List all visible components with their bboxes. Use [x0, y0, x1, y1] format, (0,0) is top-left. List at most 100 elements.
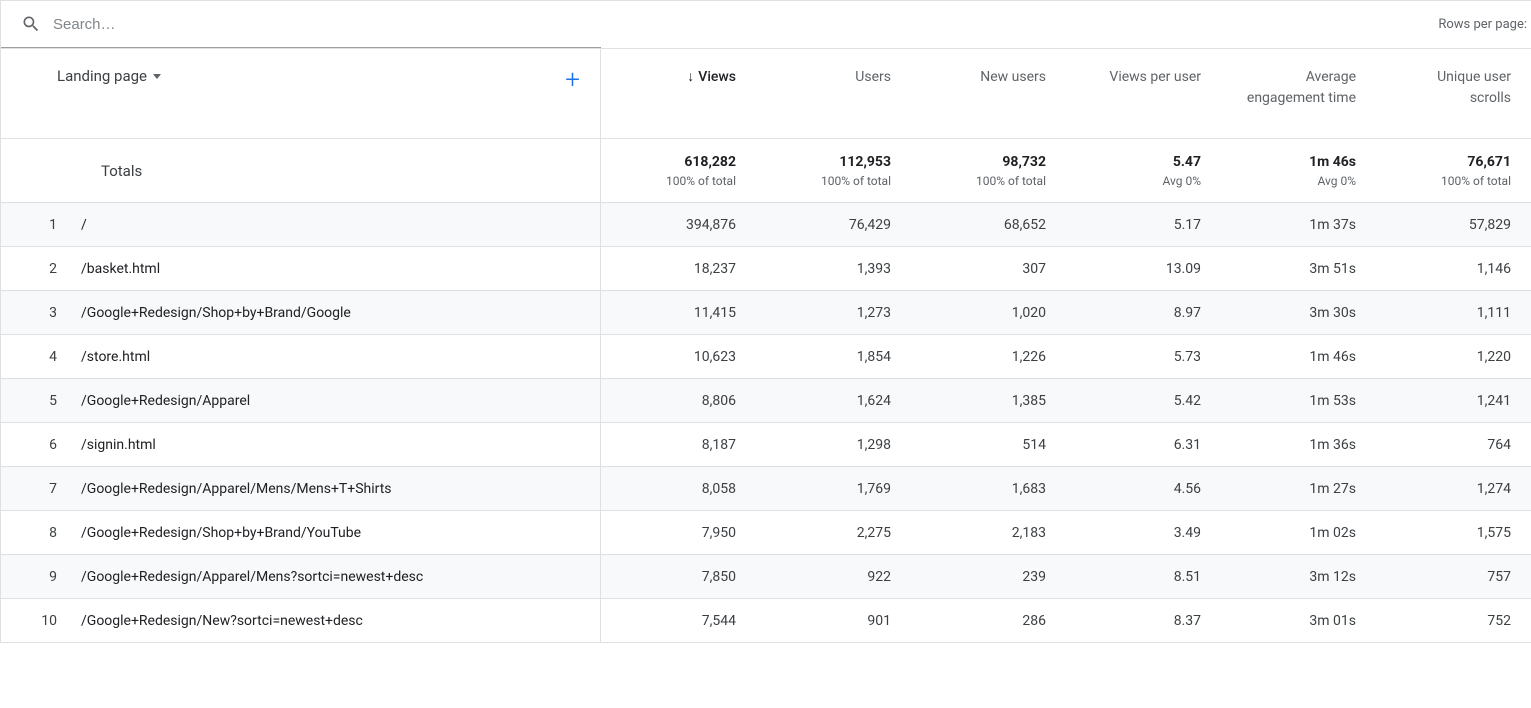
column-header[interactable]: Users [756, 49, 911, 138]
row-index: 3 [1, 305, 81, 321]
metric-cell: 1,273 [756, 291, 911, 334]
table-row[interactable]: 4/store.html10,6231,8541,2265.731m 46s1,… [1, 335, 1531, 379]
dimension-label: Landing page [57, 67, 147, 85]
metric-cell: 1m 53s [1221, 379, 1376, 422]
column-header[interactable]: ↓Views [601, 49, 756, 138]
metric-cell: 1,274 [1376, 467, 1531, 510]
search-field[interactable] [1, 1, 601, 48]
table-row[interactable]: 10/Google+Redesign/New?sortci=newest+des… [1, 599, 1531, 643]
metric-cell: 1,020 [911, 291, 1066, 334]
row-index: 10 [1, 613, 81, 629]
metric-cell: 1,241 [1376, 379, 1531, 422]
metric-cell: 1,298 [756, 423, 911, 466]
metric-cell: 239 [911, 555, 1066, 598]
metric-cell: 2,275 [756, 511, 911, 554]
table-row[interactable]: 6/signin.html8,1871,2985146.311m 36s764 [1, 423, 1531, 467]
metric-cell: 13.09 [1066, 247, 1221, 290]
metric-cell: 8.51 [1066, 555, 1221, 598]
totals-value: 76,671 [1376, 154, 1511, 170]
metric-cell: 3m 01s [1221, 599, 1376, 642]
landing-page-path: /signin.html [81, 437, 600, 453]
add-dimension-button[interactable]: + [565, 67, 580, 93]
landing-page-path: /Google+Redesign/Shop+by+Brand/YouTube [81, 525, 600, 541]
totals-cell: 76,671 100% of total [1376, 139, 1531, 202]
row-index: 8 [1, 525, 81, 541]
row-dimension: 2/basket.html [1, 247, 601, 290]
table-row[interactable]: 8/Google+Redesign/Shop+by+Brand/YouTube7… [1, 511, 1531, 555]
totals-cell: 618,282100% of total [601, 139, 756, 202]
column-label: Unique user scrolls [1401, 67, 1511, 109]
landing-page-path: /Google+Redesign/Apparel/Mens/Mens+T+Shi… [81, 481, 600, 497]
rows-per-page-label: Rows per page: [1438, 17, 1527, 32]
row-dimension: 1/ [1, 203, 601, 246]
metric-cell: 764 [1376, 423, 1531, 466]
row-index: 2 [1, 261, 81, 277]
row-metrics: 394,87676,42968,6525.171m 37s57,829 [601, 203, 1531, 246]
metric-cell: 8,187 [601, 423, 756, 466]
row-index: 7 [1, 481, 81, 497]
analytics-table: Rows per page: Landing page + ↓ViewsUser… [0, 0, 1531, 643]
metric-cell: 57,829 [1376, 203, 1531, 246]
totals-subtext: 100% of total [601, 174, 736, 188]
metric-cell: 3.49 [1066, 511, 1221, 554]
pager-area: Rows per page: [601, 1, 1531, 48]
metric-cell: 1m 02s [1221, 511, 1376, 554]
table-row[interactable]: 2/basket.html18,2371,39330713.093m 51s1,… [1, 247, 1531, 291]
metric-cell: 1,385 [911, 379, 1066, 422]
row-metrics: 8,0581,7691,6834.561m 27s1,274 [601, 467, 1531, 510]
metric-cell: 1m 37s [1221, 203, 1376, 246]
totals-subtext: 100% of total [1376, 174, 1511, 188]
totals-subtext: 100% of total [911, 174, 1046, 188]
metric-cell: 1,854 [756, 335, 911, 378]
metric-cell: 514 [911, 423, 1066, 466]
sort-descending-icon: ↓ [687, 67, 694, 88]
metric-cell: 5.42 [1066, 379, 1221, 422]
table-row[interactable]: 1/394,87676,42968,6525.171m 37s57,829 [1, 203, 1531, 247]
metric-cell: 1m 27s [1221, 467, 1376, 510]
totals-value: 5.47 [1066, 154, 1201, 170]
row-metrics: 8,8061,6241,3855.421m 53s1,241 [601, 379, 1531, 422]
metric-cell: 3m 51s [1221, 247, 1376, 290]
table-row[interactable]: 3/Google+Redesign/Shop+by+Brand/Google11… [1, 291, 1531, 335]
dimension-selector[interactable]: Landing page [57, 67, 161, 85]
row-metrics: 7,9502,2752,1833.491m 02s1,575 [601, 511, 1531, 554]
dimension-header: Landing page + [1, 49, 601, 138]
metric-cell: 307 [911, 247, 1066, 290]
row-dimension: 9/Google+Redesign/Apparel/Mens?sortci=ne… [1, 555, 601, 598]
row-dimension: 7/Google+Redesign/Apparel/Mens/Mens+T+Sh… [1, 467, 601, 510]
table-row[interactable]: 7/Google+Redesign/Apparel/Mens/Mens+T+Sh… [1, 467, 1531, 511]
search-input[interactable] [41, 16, 581, 33]
column-label: Views per user [1109, 67, 1201, 88]
metric-cell: 2,183 [911, 511, 1066, 554]
row-metrics: 11,4151,2731,0208.973m 30s1,111 [601, 291, 1531, 334]
table-row[interactable]: 9/Google+Redesign/Apparel/Mens?sortci=ne… [1, 555, 1531, 599]
column-header[interactable]: Unique user scrolls [1376, 49, 1531, 138]
totals-row: Totals 618,282100% of total112,953100% o… [1, 139, 1531, 203]
landing-page-path: /basket.html [81, 261, 600, 277]
metric-cell: 3m 30s [1221, 291, 1376, 334]
metric-cell: 922 [756, 555, 911, 598]
metric-cell: 3m 12s [1221, 555, 1376, 598]
column-header[interactable]: New users [911, 49, 1066, 138]
metric-cell: 5.17 [1066, 203, 1221, 246]
metric-cell: 4.56 [1066, 467, 1221, 510]
column-header[interactable]: Views per user [1066, 49, 1221, 138]
column-header[interactable]: Average engagement time [1221, 49, 1376, 138]
row-index: 6 [1, 437, 81, 453]
metric-cell: 7,850 [601, 555, 756, 598]
metric-cell: 8,806 [601, 379, 756, 422]
row-metrics: 7,5449012868.373m 01s752 [601, 599, 1531, 642]
landing-page-path: /Google+Redesign/New?sortci=newest+desc [81, 613, 600, 629]
metric-cell: 1,624 [756, 379, 911, 422]
metric-headers: ↓ViewsUsersNew users Views per user Averag… [601, 49, 1531, 138]
metric-cell: 11,415 [601, 291, 756, 334]
table-row[interactable]: 5/Google+Redesign/Apparel8,8061,6241,385… [1, 379, 1531, 423]
row-index: 4 [1, 349, 81, 365]
row-dimension: 6/signin.html [1, 423, 601, 466]
metric-cell: 394,876 [601, 203, 756, 246]
landing-page-path: /Google+Redesign/Apparel/Mens?sortci=new… [81, 569, 600, 585]
totals-subtext: Avg 0% [1066, 174, 1201, 188]
data-rows: 1/394,87676,42968,6525.171m 37s57,8292/b… [1, 203, 1531, 643]
column-label: Average engagement time [1246, 67, 1356, 109]
row-metrics: 18,2371,39330713.093m 51s1,146 [601, 247, 1531, 290]
